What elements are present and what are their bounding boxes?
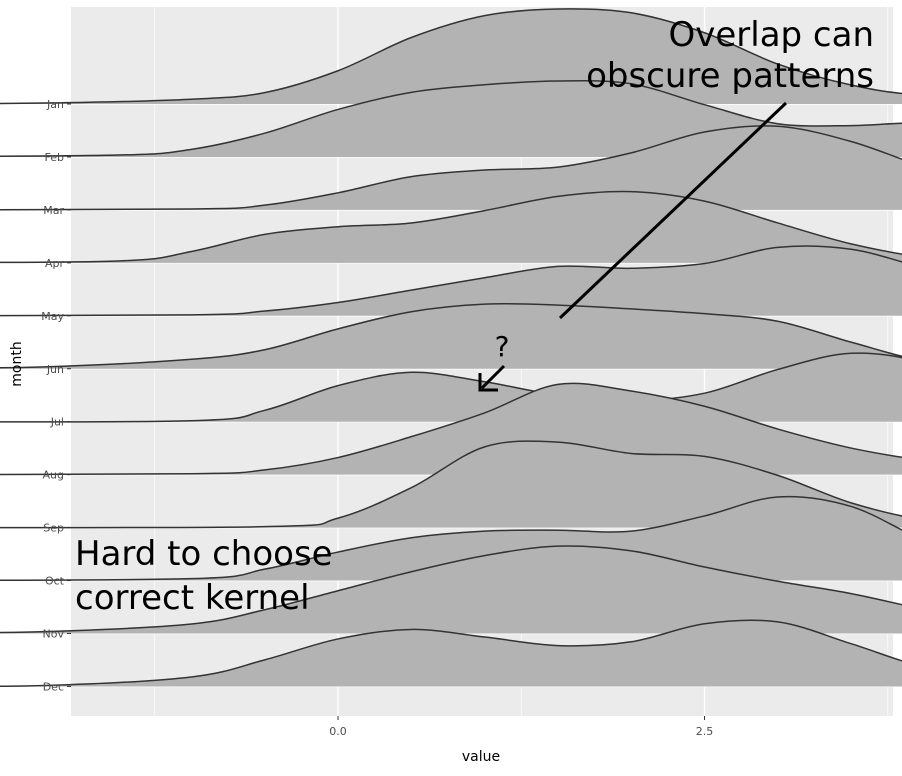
ridge-area-oct — [0, 496, 902, 581]
ridge-area-mar — [0, 125, 902, 210]
ridge-line-apr — [0, 190, 902, 264]
y-tick-label: Oct — [45, 575, 65, 588]
ridge-jan — [0, 8, 902, 105]
ridge-line-aug — [0, 382, 902, 476]
ridge-line-jan — [0, 8, 902, 105]
ridge-series — [0, 8, 902, 688]
y-tick-label: Nov — [43, 628, 65, 641]
overlap-annotation-line-2: obscure patterns — [586, 56, 874, 96]
ridge-apr — [0, 190, 902, 264]
kernel-annotation-line-1: Hard to choose — [75, 534, 333, 574]
kernel-annotation-line-2: correct kernel — [75, 578, 310, 618]
ridge-area-dec — [0, 620, 902, 687]
y-tick-label: May — [41, 310, 64, 323]
ridge-line-dec — [0, 619, 902, 688]
ridge-area-feb — [0, 80, 902, 157]
y-tick-label: Sep — [43, 522, 64, 535]
ridge-area-apr — [0, 191, 902, 263]
ridge-feb — [0, 79, 902, 158]
ridge-line-mar — [0, 125, 902, 211]
ridge-area-may — [0, 246, 902, 316]
overlap-annotation-line-1: Overlap can — [668, 15, 874, 55]
ridge-line-oct — [0, 495, 902, 582]
ridge-area-aug — [0, 383, 902, 475]
y-tick-label: Aug — [43, 469, 64, 482]
x-tick-label: 2.5 — [696, 725, 714, 738]
ridge-line-jun — [0, 302, 902, 369]
y-axis-title: month — [9, 341, 25, 386]
ridge-mar — [0, 125, 902, 211]
ridge-dec — [0, 619, 902, 688]
ridge-line-nov — [0, 545, 902, 634]
question-arrow-head — [478, 373, 498, 392]
ridge-nov — [0, 545, 902, 634]
y-tick-label: Jan — [46, 98, 64, 111]
ridge-line-sep — [0, 440, 902, 529]
y-tick-label: Mar — [43, 204, 64, 217]
ridge-line-feb — [0, 79, 902, 158]
ridge-aug — [0, 382, 902, 476]
y-tick-label: Jun — [46, 363, 64, 376]
ridge-area-nov — [0, 545, 902, 634]
overlap-annotation-line — [558, 101, 788, 320]
y-axis: Jan Feb Mar Apr May Jun Jul Aug Sep Oct Nov Dec — [41, 98, 71, 693]
x-axis-title: value — [462, 749, 500, 765]
x-axis: -2.50.02.55.07.5 — [329, 716, 714, 738]
ridge-area-sep — [0, 441, 902, 528]
ridge-oct — [0, 495, 902, 582]
ridge-may — [0, 245, 902, 317]
ridge-jun — [0, 302, 902, 369]
y-tick-label: Feb — [45, 151, 64, 164]
ridge-area-jun — [0, 303, 902, 369]
annotations: Overlap can obscure patterns ? Hard to c… — [75, 15, 874, 618]
question-mark-annotation: ? — [495, 330, 510, 363]
question-arrow-line — [480, 364, 506, 390]
y-tick-label: Dec — [43, 680, 64, 693]
y-tick-label: Jul — [50, 416, 64, 429]
ridge-sep — [0, 440, 902, 529]
ridge-area-jan — [0, 8, 902, 104]
ridge-line-may — [0, 245, 902, 317]
x-tick-label: 0.0 — [329, 725, 347, 738]
y-tick-label: Apr — [45, 257, 65, 270]
